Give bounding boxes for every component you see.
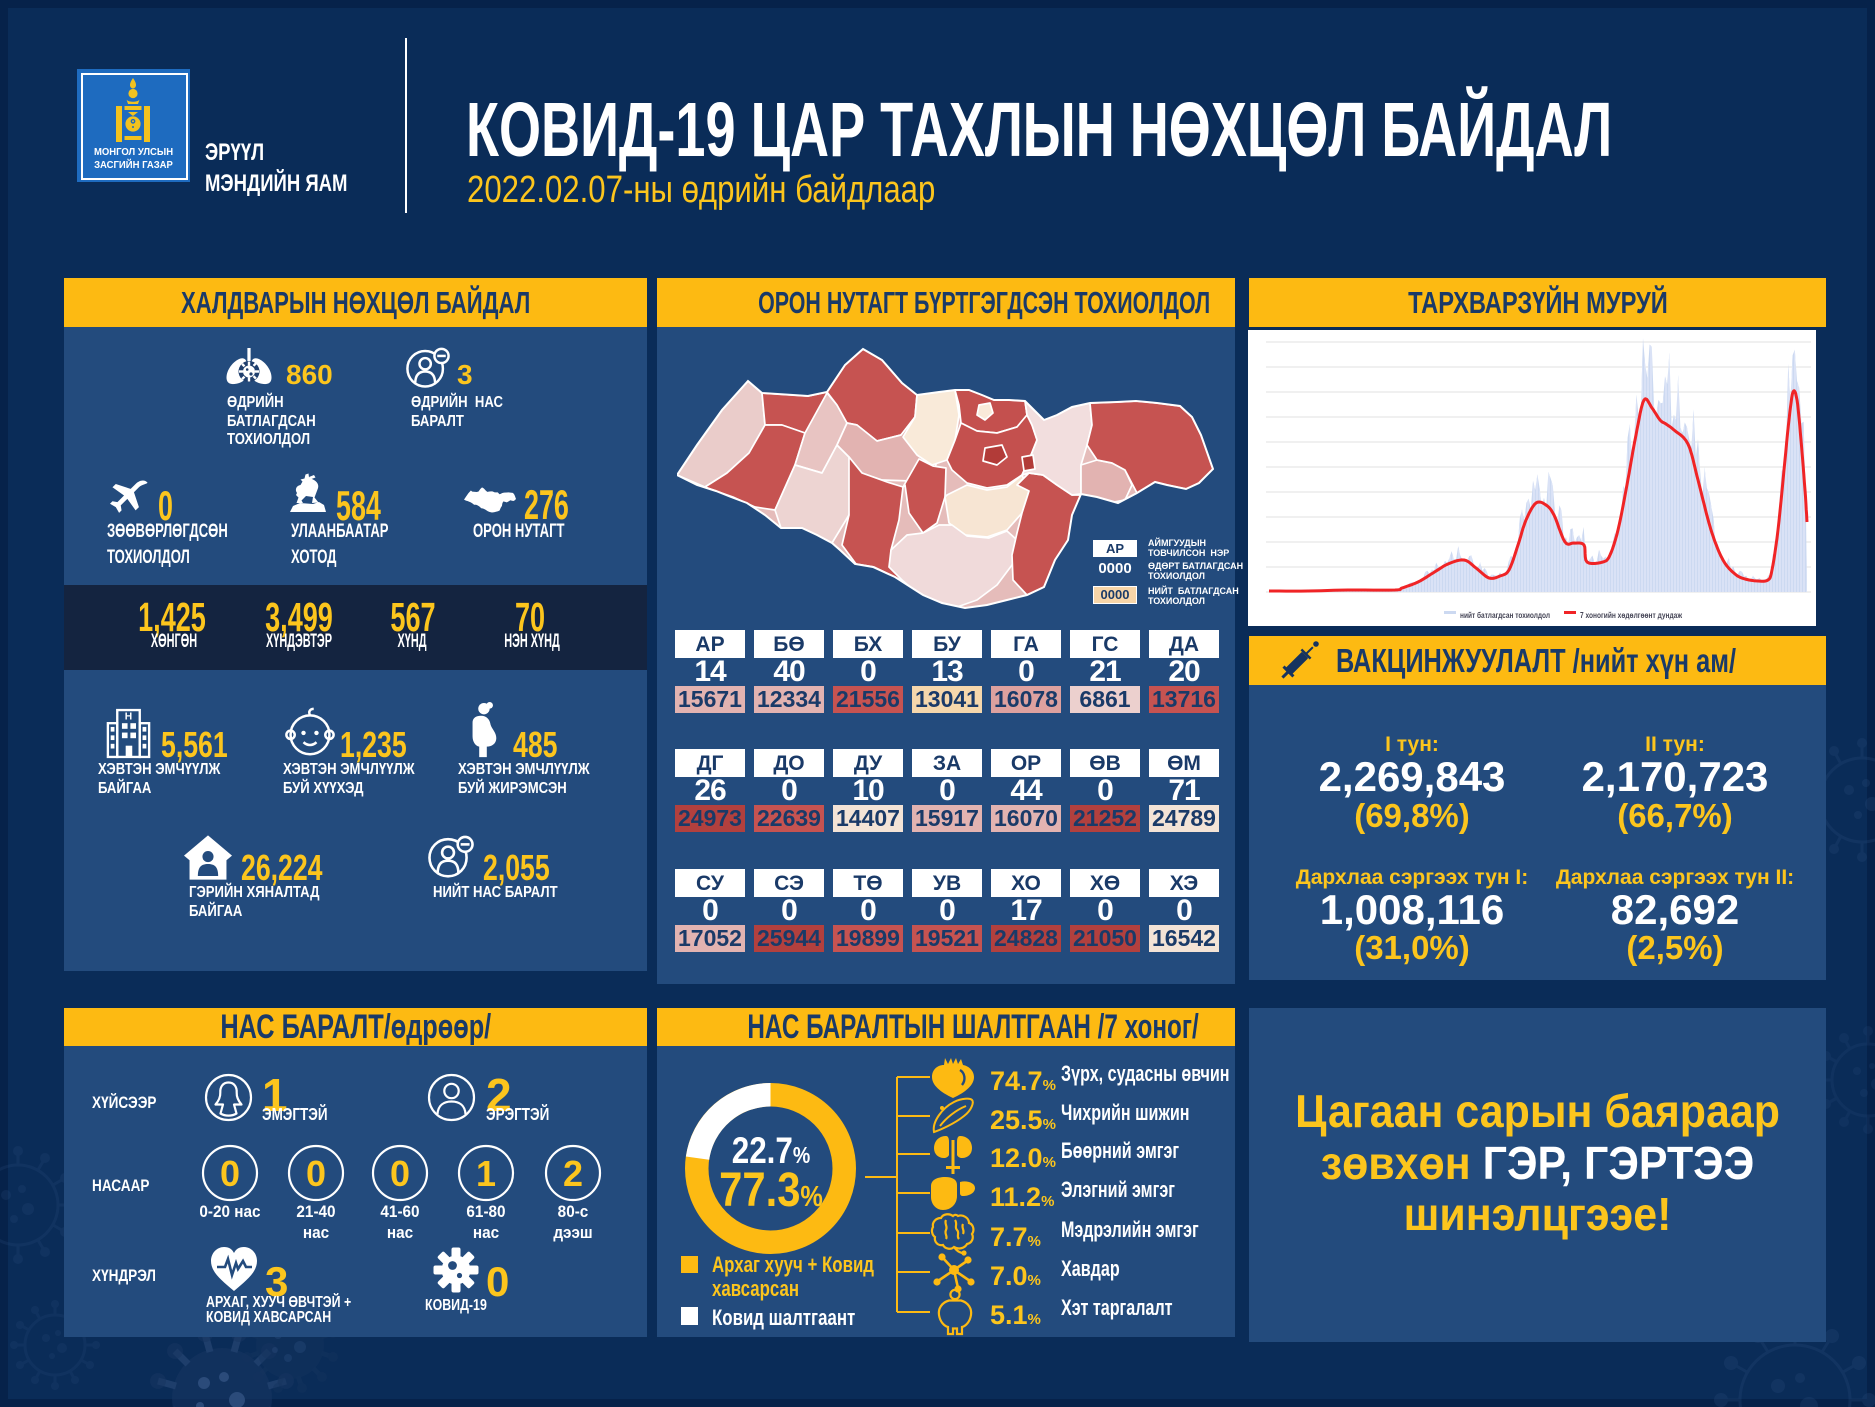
svg-text:H: H xyxy=(125,711,132,722)
svg-text:0: 0 xyxy=(390,1153,410,1194)
svg-text:1: 1 xyxy=(476,1153,496,1194)
svg-text:2: 2 xyxy=(563,1153,583,1194)
svg-text:нийт батлагдсан тохиолдол: нийт батлагдсан тохиолдол xyxy=(1460,611,1550,620)
svg-text:0: 0 xyxy=(306,1153,326,1194)
svg-text:0: 0 xyxy=(220,1153,240,1194)
svg-text:7 хоногийн хөдөлгөөнт дундаж: 7 хоногийн хөдөлгөөнт дундаж xyxy=(1580,611,1682,620)
